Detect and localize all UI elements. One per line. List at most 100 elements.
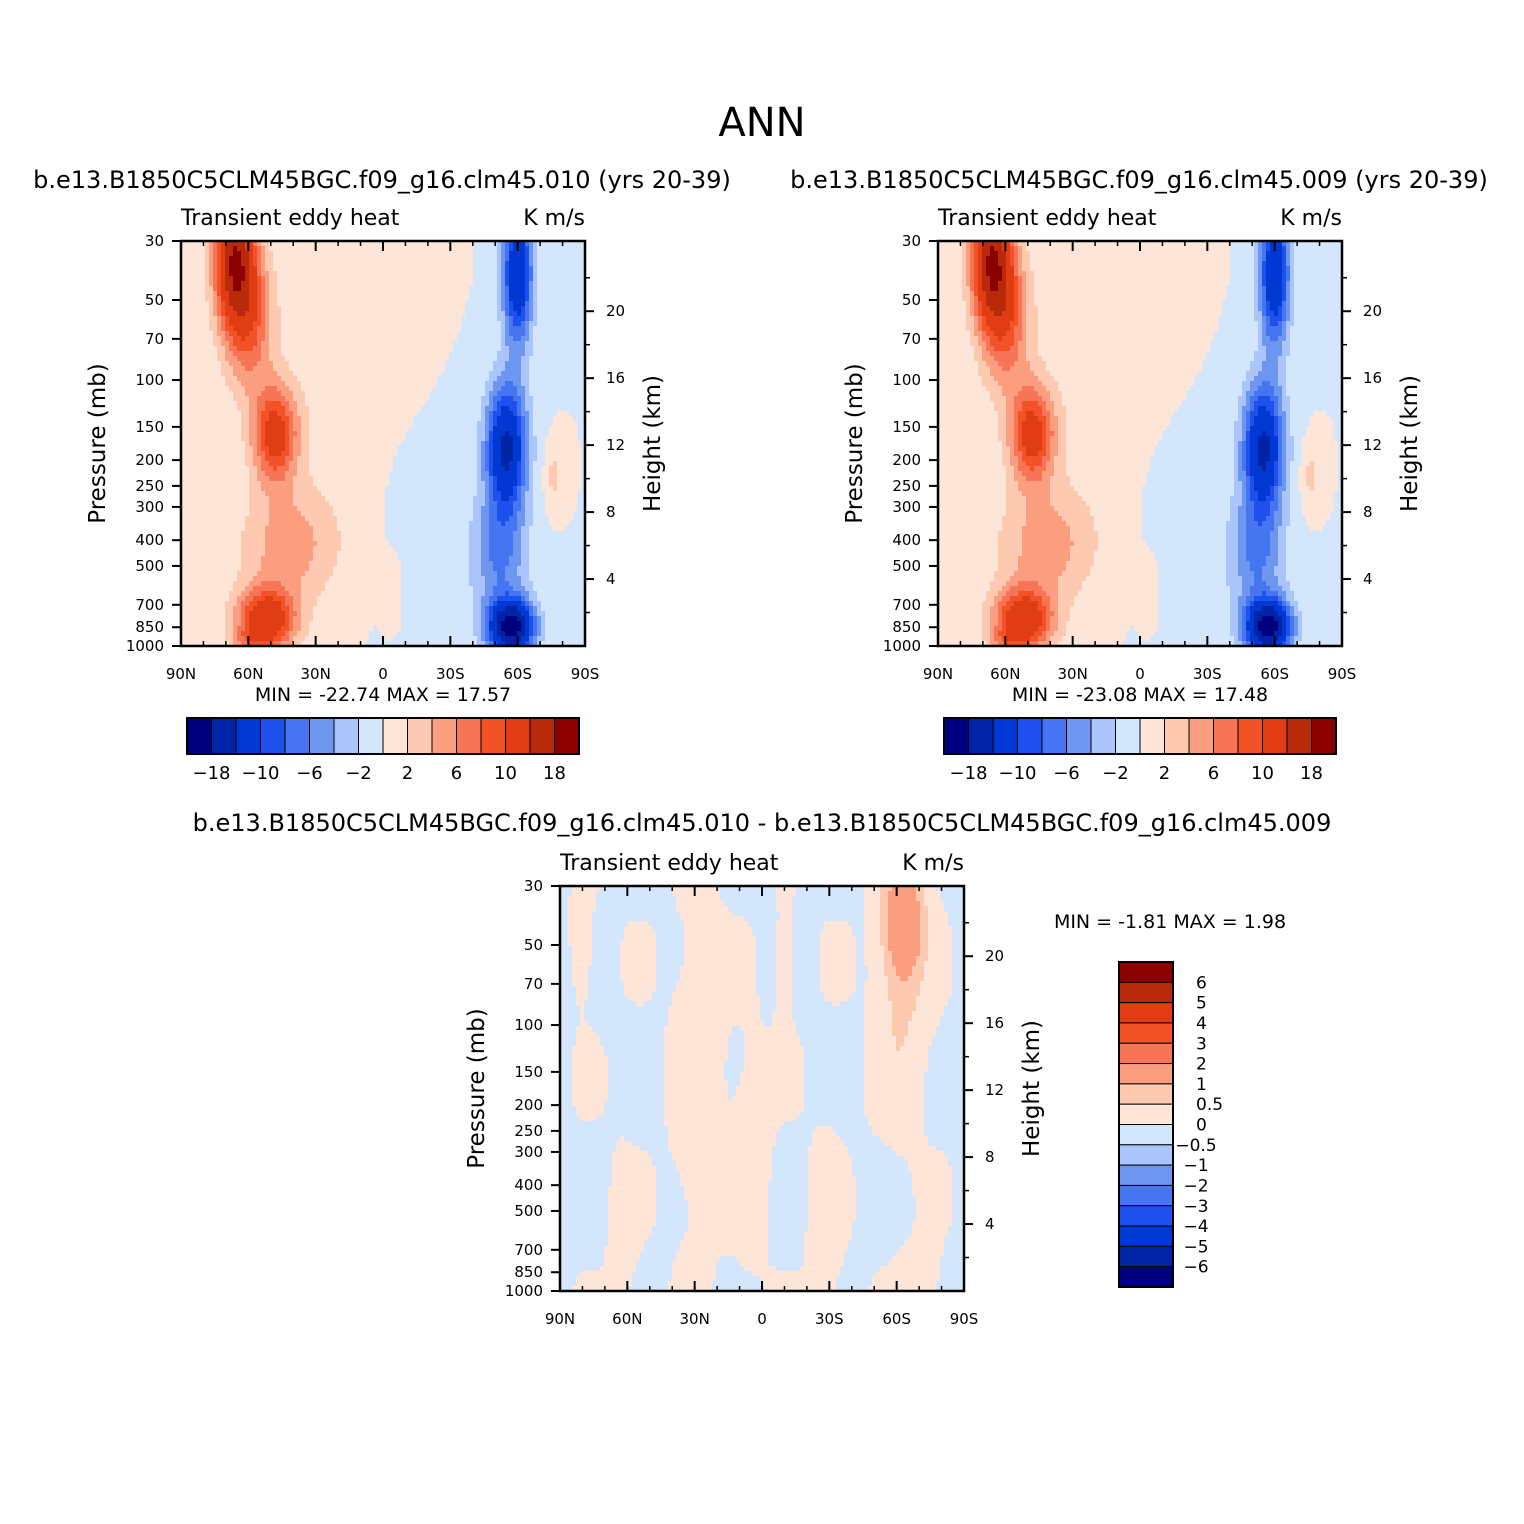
y-tick-label: 150 [514,1063,543,1081]
colorbar-swatch [480,717,506,755]
panel-left-label: Transient eddy heat [937,206,1157,231]
colorbar-swatch [1118,981,1174,1004]
colorbar-label: −2 [345,763,372,784]
colorbar-swatch [186,717,212,755]
y-tick-label: 200 [892,451,921,469]
panel-right-label: K m/s [1280,206,1342,231]
y-tick-label: 1000 [505,1282,543,1300]
colorbar-label: −0.5 [1175,1136,1216,1156]
y2-tick-label: 4 [985,1215,995,1233]
colorbar-swatch [1118,1083,1174,1105]
stats-label: MIN = -22.74 MAX = 17.57 [255,684,511,706]
colorbar-control: −18 −10 −6 −2 2 6 10 18 [943,717,1337,784]
colorbar-swatch [1118,1063,1174,1085]
colorbar-swatch [992,717,1018,755]
x-tick-label: 30N [1058,665,1088,683]
y-tick-label: 1000 [126,637,164,655]
colorbar-swatch [554,717,580,755]
x-tick-label: 0 [378,665,388,683]
colorbar-swatch [1118,1002,1174,1024]
colorbar-label: 5 [1196,994,1207,1014]
colorbar-label: 10 [1251,763,1274,784]
y-tick-label: 400 [892,531,921,549]
colorbar-label: −10 [242,763,280,784]
stats-label: MIN = -23.08 MAX = 17.48 [1012,684,1268,706]
panel-left-label: Transient eddy heat [180,206,400,231]
colorbar-swatch [1115,717,1141,755]
colorbar-frame [943,717,1337,755]
colorbar-swatch [1041,717,1067,755]
y2-tick-label: 12 [1363,436,1382,454]
colorbar-label: −18 [950,763,988,784]
colorbar-label: −4 [1183,1217,1208,1237]
colorbar-swatch [1118,1022,1174,1044]
colorbar-swatch [1118,1225,1174,1247]
contour-field [560,886,964,1291]
colorbar-swatch [529,717,555,755]
colorbar-swatch [407,717,433,755]
colorbar-frame [1118,961,1174,1288]
colorbar-swatch [456,717,482,755]
colorbar-swatch [333,717,359,755]
chart-panel-control: 90N 60N 30N 0 30S 60S 90S 30 50 70 100 150 200 250 300… [790,166,1488,706]
colorbar-swatch [1311,717,1337,755]
colorbar-swatch [1118,1144,1174,1166]
x-tick-label: 0 [757,1310,767,1328]
x-tick-label: 60S [882,1310,911,1328]
colorbar-swatch [1237,717,1263,755]
y-tick-label: 30 [145,232,164,250]
y-tick-label: 300 [135,498,164,516]
y-tick-label: 250 [514,1122,543,1140]
x-tick-label: 30S [436,665,465,683]
x-tick-label: 60N [233,665,263,683]
y-tick-label: 50 [145,291,164,309]
y2-tick-label: 4 [606,570,616,588]
colorbar-label: 1 [1196,1075,1207,1095]
colorbar-label: 3 [1196,1034,1207,1054]
y-tick-label: 300 [892,498,921,516]
y-tick-label: 400 [135,531,164,549]
panel-title: b.e13.B1850C5CLM45BGC.f09_g16.clm45.010 … [33,166,731,194]
colorbar-label: −6 [1053,763,1080,784]
colorbar-swatch [1118,1205,1174,1227]
figure-title: ANN [718,100,805,146]
y2-tick-label: 16 [985,1014,1004,1032]
y-tick-label: 50 [524,936,543,954]
y2-axis-label: Height (km) [640,375,666,512]
y2-tick-label: 20 [606,302,625,320]
y2-tick-label: 12 [985,1081,1004,1099]
x-tick-label: 60S [1260,665,1289,683]
colorbar-swatch [235,717,261,755]
x-tick-label: 30N [301,665,331,683]
x-tick-label: 30N [680,1310,710,1328]
y-tick-label: 200 [135,451,164,469]
y-tick-label: 100 [892,371,921,389]
colorbar-label: −6 [296,763,323,784]
y2-tick-label: 12 [606,436,625,454]
y-tick-label: 30 [524,877,543,895]
x-tick-label: 60S [503,665,532,683]
y-tick-label: 70 [902,330,921,348]
colorbar-label: 6 [1208,763,1219,784]
colorbar-swatch [1118,1266,1174,1288]
y-tick-label: 500 [892,557,921,575]
colorbar-swatch [211,717,237,755]
y2-tick-label: 8 [985,1148,995,1166]
y-tick-label: 1000 [883,637,921,655]
y-tick-label: 150 [892,418,921,436]
panel-title: b.e13.B1850C5CLM45BGC.f09_g16.clm45.009 … [790,166,1488,194]
y2-tick-label: 16 [1363,369,1382,387]
colorbar-swatch [1262,717,1288,755]
x-tick-label: 60N [612,1310,642,1328]
y2-tick-label: 20 [1363,302,1382,320]
x-tick-label: 90S [571,665,600,683]
colorbar-swatch [431,717,457,755]
colorbar-case: −18 −10 −6 −2 2 6 10 18 [186,717,580,784]
y-tick-label: 400 [514,1176,543,1194]
y-tick-label: 50 [902,291,921,309]
colorbar-label: 4 [1196,1014,1207,1034]
colorbar-label: −2 [1102,763,1129,784]
colorbar-label: −6 [1183,1258,1208,1278]
